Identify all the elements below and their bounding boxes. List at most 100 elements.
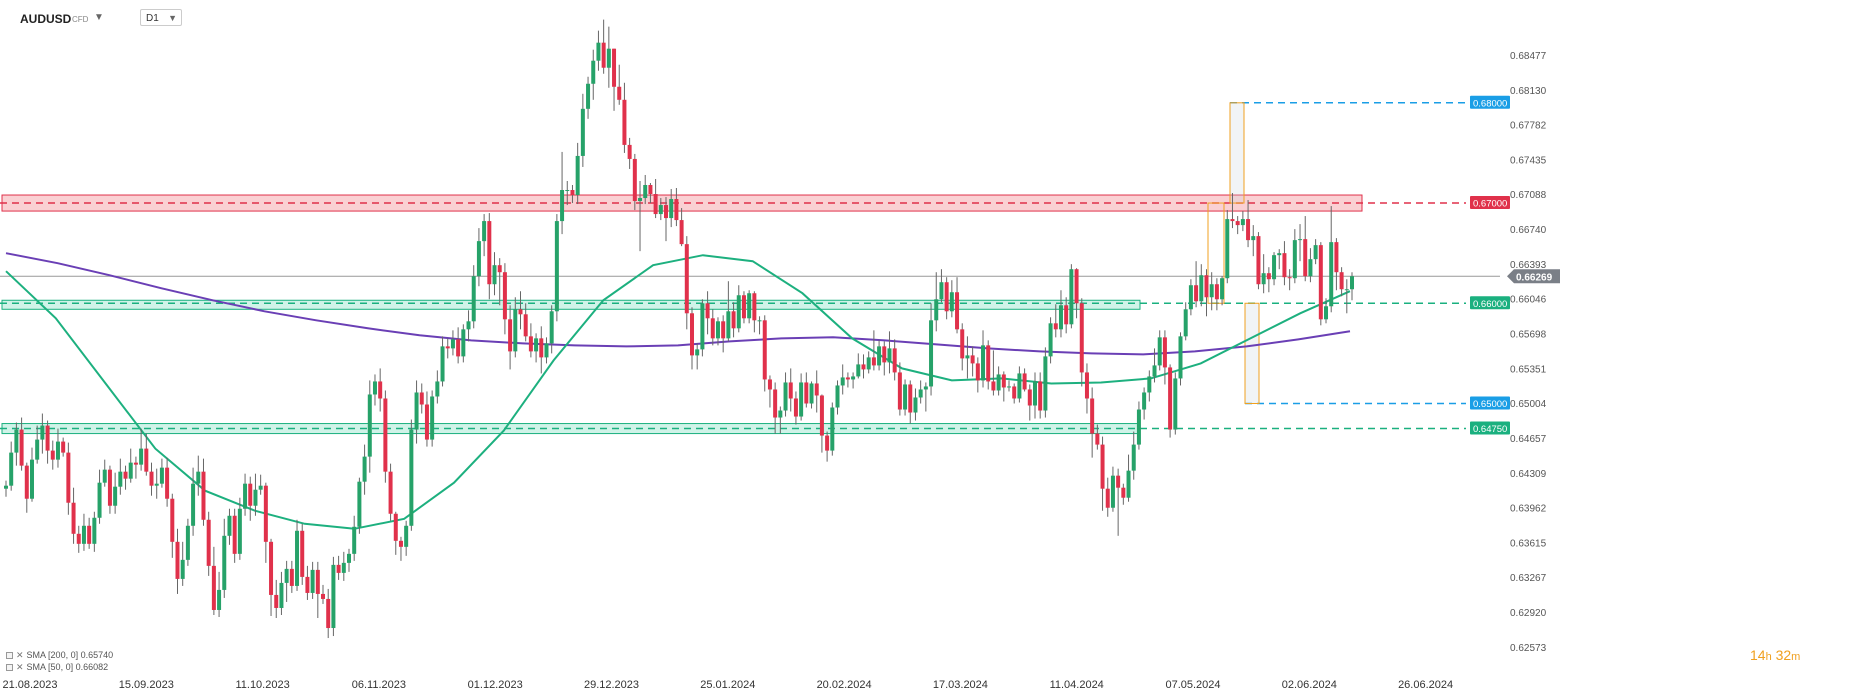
close-icon[interactable]: ✕ bbox=[16, 650, 24, 660]
indicator-sma200[interactable]: ✕ SMA [200, 0] 0.65740 bbox=[6, 649, 113, 661]
candle-body bbox=[1058, 305, 1063, 330]
candle-body bbox=[669, 199, 674, 219]
candle-body bbox=[352, 526, 357, 554]
candle bbox=[263, 482, 268, 563]
candle-body bbox=[1012, 386, 1017, 399]
candle-body bbox=[715, 321, 720, 339]
candle bbox=[736, 285, 741, 333]
candle-body bbox=[66, 452, 71, 503]
candle bbox=[1318, 242, 1323, 326]
price-tick-label: 0.62573 bbox=[1510, 643, 1547, 654]
candle bbox=[471, 265, 476, 329]
candle-body bbox=[664, 205, 669, 219]
indicator-label: SMA [50, 0] 0.66082 bbox=[26, 662, 109, 672]
candle-body bbox=[1308, 259, 1313, 277]
checkbox-icon[interactable] bbox=[6, 663, 13, 671]
price-tick-label: 0.66740 bbox=[1510, 225, 1547, 236]
candle-body bbox=[326, 598, 331, 629]
candle-body bbox=[55, 441, 60, 460]
candle bbox=[357, 477, 362, 534]
candle bbox=[1058, 290, 1063, 338]
range-box bbox=[1207, 202, 1225, 304]
candle-body bbox=[1209, 284, 1214, 298]
candle bbox=[1251, 225, 1256, 257]
candle bbox=[1064, 297, 1069, 334]
candle bbox=[362, 444, 367, 495]
candle bbox=[295, 519, 300, 591]
candle bbox=[123, 465, 128, 490]
candle-body bbox=[689, 313, 694, 356]
candle bbox=[658, 198, 663, 221]
candle bbox=[191, 467, 196, 536]
candle-body bbox=[139, 448, 144, 465]
candle bbox=[170, 493, 175, 558]
candle bbox=[326, 588, 331, 639]
level-tag bbox=[1470, 196, 1510, 210]
candle bbox=[539, 326, 544, 374]
timeframe-select[interactable]: D1 ▼ bbox=[140, 9, 182, 26]
candle-body bbox=[206, 519, 211, 566]
candle-body bbox=[1272, 255, 1277, 280]
close-icon[interactable]: ✕ bbox=[16, 662, 24, 672]
candle-body bbox=[1001, 374, 1006, 388]
candle bbox=[497, 258, 502, 306]
candle bbox=[710, 309, 715, 346]
candle bbox=[923, 382, 928, 412]
candle bbox=[975, 357, 980, 393]
candle-body bbox=[29, 459, 34, 499]
candle-body bbox=[471, 276, 476, 322]
candle-body bbox=[9, 452, 14, 486]
candle bbox=[643, 174, 648, 205]
candle bbox=[1090, 387, 1095, 458]
candle-body bbox=[1240, 219, 1245, 226]
candle-body bbox=[601, 42, 606, 68]
candle bbox=[1007, 380, 1012, 392]
candle bbox=[856, 353, 861, 379]
candle-body bbox=[383, 398, 388, 472]
candle-body bbox=[1251, 236, 1256, 241]
candle bbox=[1235, 216, 1240, 235]
candle-body bbox=[534, 338, 539, 352]
plot-area bbox=[0, 19, 1500, 639]
candle-body bbox=[825, 435, 830, 451]
candle-body bbox=[632, 158, 637, 202]
indicator-sma50[interactable]: ✕ SMA [50, 0] 0.66082 bbox=[6, 661, 113, 673]
candle bbox=[107, 465, 112, 514]
candle-body bbox=[300, 530, 305, 577]
candle bbox=[684, 236, 689, 330]
candle bbox=[66, 442, 71, 515]
candle bbox=[92, 511, 97, 552]
candle bbox=[819, 394, 824, 453]
candle bbox=[518, 291, 523, 330]
candle bbox=[534, 333, 539, 363]
candle-body bbox=[1048, 323, 1053, 357]
candle-body bbox=[648, 184, 653, 195]
candle-body bbox=[721, 321, 726, 339]
candle-body bbox=[159, 467, 164, 484]
candle bbox=[903, 379, 908, 416]
candle-body bbox=[1027, 389, 1032, 406]
timeframe-value: D1 bbox=[146, 13, 159, 24]
candle-body bbox=[1261, 273, 1266, 285]
candle bbox=[565, 180, 570, 206]
candle-body bbox=[1079, 303, 1084, 373]
symbol-name[interactable]: AUDUSD bbox=[20, 12, 72, 26]
candle bbox=[674, 188, 679, 227]
candle bbox=[50, 440, 55, 470]
candle-body bbox=[1105, 488, 1110, 508]
time-tick-label: 25.01.2024 bbox=[700, 679, 755, 691]
candle-body bbox=[975, 363, 980, 381]
candle-body bbox=[295, 530, 300, 586]
candle bbox=[877, 340, 882, 371]
candle-body bbox=[321, 593, 326, 599]
candle bbox=[502, 263, 507, 335]
candle bbox=[102, 459, 107, 487]
candle-body bbox=[1157, 337, 1162, 366]
candle bbox=[113, 472, 118, 514]
candle-body bbox=[612, 48, 617, 87]
chevron-down-icon[interactable]: ▼ bbox=[94, 12, 104, 23]
checkbox-icon[interactable] bbox=[6, 651, 13, 659]
candle-body bbox=[35, 439, 40, 460]
candle-body bbox=[1277, 253, 1282, 256]
